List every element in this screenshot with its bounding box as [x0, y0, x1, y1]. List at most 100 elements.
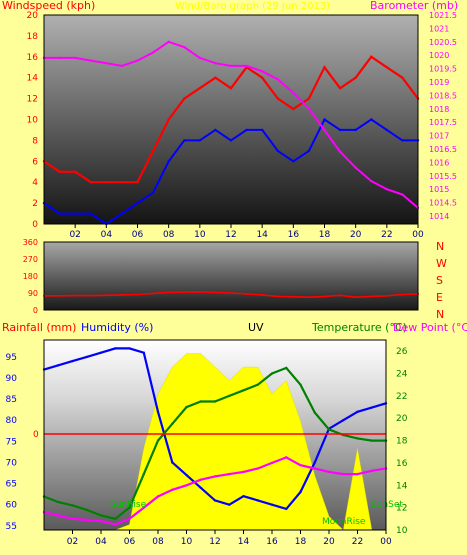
series-point-barometer: [401, 193, 404, 196]
direction-tick-label: 270: [23, 255, 38, 264]
series-point-dew: [270, 461, 274, 465]
x-tick-label: 16: [288, 230, 300, 240]
temperature-tick-label: 24: [396, 370, 408, 380]
wind-direction-frame: [43, 241, 419, 311]
series-point-average: [151, 191, 155, 194]
temperature-tick-label: 16: [396, 459, 408, 469]
temperature-label: Temperature (°C): [311, 321, 407, 334]
series-point-barometer: [183, 45, 186, 49]
series-point-temperature: [356, 437, 359, 440]
series-point-dew: [128, 517, 131, 521]
humidity-tick-label: 70: [6, 458, 18, 468]
windspeed-tick-label: 6: [32, 157, 38, 167]
series-point-average: [136, 201, 139, 205]
series-point-gust: [105, 181, 108, 184]
windspeed-tick-label: 16: [27, 53, 39, 63]
x-tick-label: 18: [295, 537, 307, 547]
sunset-label: SunSet: [371, 500, 403, 510]
series-point-dew: [285, 456, 288, 459]
series-point-gust: [73, 170, 77, 173]
series-point-barometer: [260, 70, 264, 73]
series-point-dew: [213, 475, 217, 478]
compass-point-label: E: [436, 291, 443, 304]
series-point-gust: [323, 66, 326, 69]
windspeed-tick-label: 4: [32, 178, 38, 188]
series-point-barometer: [245, 64, 248, 68]
series-point-humidity: [313, 461, 316, 464]
x-tick-label: 06: [124, 537, 136, 547]
series-point-gust: [401, 76, 404, 79]
humidity-tick-label: 60: [6, 501, 18, 511]
series-point-average: [354, 128, 357, 132]
temperature-tick-label: 14: [396, 481, 408, 491]
temperature-tick-label: 26: [396, 347, 408, 357]
x-tick-label: 14: [238, 537, 250, 547]
barometer-tick-label: 1020.5: [429, 38, 457, 47]
barometer-label: Barometer (mb): [370, 0, 458, 12]
series-point-humidity: [185, 473, 188, 477]
series-point-barometer: [151, 51, 155, 54]
series-point-humidity: [142, 351, 145, 354]
series-point-average: [214, 128, 217, 132]
series-point-temperature: [85, 508, 88, 512]
humidity-tick-label: 95: [6, 353, 17, 363]
series-point-barometer: [136, 59, 139, 62]
x-tick-label: 12: [209, 537, 220, 547]
series-point-gust: [229, 86, 233, 90]
series-point-gust: [276, 97, 279, 100]
barometer-tick-label: 1014.5: [429, 199, 457, 208]
windspeed-tick-label: 12: [27, 95, 38, 105]
compass-point-label: S: [436, 274, 443, 287]
series-point-barometer: [73, 56, 77, 60]
series-point-temperature: [313, 411, 316, 414]
series-point-barometer: [214, 62, 217, 65]
series-point-direction: [245, 292, 248, 295]
series-point-barometer: [105, 62, 108, 65]
series-point-dew: [256, 467, 259, 470]
series-point-humidity: [256, 499, 259, 502]
series-point-dew: [299, 463, 302, 467]
windspeed-tick-label: 18: [27, 32, 39, 42]
rainfall-label: Rainfall (mm): [2, 321, 76, 334]
series-point-temperature: [128, 506, 131, 509]
series-point-average: [229, 139, 233, 142]
series-point-dew: [85, 518, 88, 522]
series-point-temperature: [213, 400, 217, 403]
series-point-gust: [151, 149, 155, 153]
barometer-tick-label: 1017: [429, 132, 449, 141]
humidity-tick-label: 75: [6, 437, 17, 447]
temperature-tick-label: 18: [396, 437, 408, 447]
series-point-temperature: [199, 400, 202, 403]
series-point-gust: [370, 55, 373, 58]
x-tick-label: 16: [266, 537, 278, 547]
series-point-temperature: [71, 504, 74, 507]
series-point-humidity: [128, 347, 131, 350]
series-point-dew: [327, 470, 331, 474]
series-point-humidity: [85, 355, 88, 359]
series-point-direction: [307, 296, 310, 299]
x-tick-label: 02: [69, 230, 80, 240]
series-point-gust: [89, 181, 92, 184]
temperature-tick-label: 10: [396, 526, 408, 536]
temperature-tick-label: 12: [396, 504, 407, 514]
x-tick-label: 02: [67, 537, 78, 547]
series-point-dew: [370, 469, 373, 472]
series-point-average: [292, 160, 295, 163]
series-point-average: [260, 128, 264, 132]
barometer-tick-label: 1015: [429, 185, 449, 194]
series-point-barometer: [354, 166, 357, 169]
series-point-barometer: [292, 91, 295, 94]
series-point-dew: [142, 506, 145, 509]
series-point-barometer: [385, 187, 389, 191]
barometer-tick-label: 1016: [429, 158, 449, 167]
series-point-dew: [242, 470, 245, 474]
series-point-gust: [338, 86, 342, 90]
series-point-average: [370, 118, 373, 121]
series-point-temperature: [242, 389, 245, 392]
moonrise-label: MoonRise: [322, 517, 366, 527]
barometer-tick-label: 1021.5: [429, 11, 457, 20]
series-point-temperature: [299, 383, 302, 386]
series-point-humidity: [199, 486, 202, 489]
series-point-gust: [198, 86, 202, 90]
